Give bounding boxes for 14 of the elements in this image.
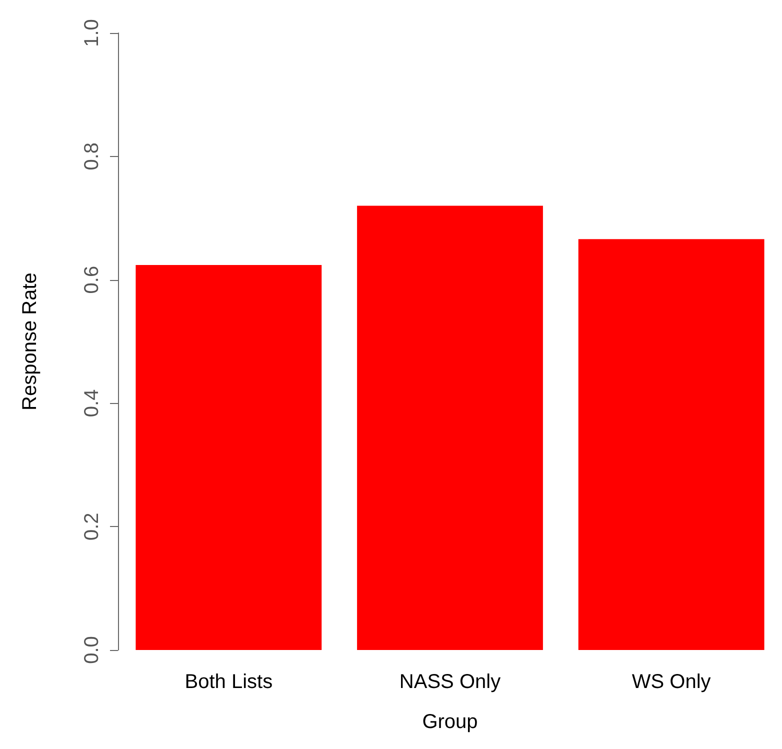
- y-tick-label: 1.0: [81, 19, 103, 47]
- x-tick-label: NASS Only: [399, 671, 501, 693]
- x-axis-title: Group: [422, 711, 478, 733]
- y-axis-title: Response Rate: [19, 272, 41, 410]
- y-tick-label: 0.8: [81, 142, 103, 170]
- bar: [136, 264, 322, 650]
- x-tick-label: WS Only: [632, 671, 711, 693]
- y-tick-label: 0.2: [81, 512, 103, 541]
- bar: [357, 206, 543, 650]
- y-tick-label: 0.0: [81, 636, 103, 664]
- x-tick-label: Both Lists: [184, 671, 273, 693]
- y-tick-label: 0.6: [81, 266, 103, 294]
- y-tick-label: 0.4: [81, 389, 103, 418]
- bar: [578, 239, 764, 650]
